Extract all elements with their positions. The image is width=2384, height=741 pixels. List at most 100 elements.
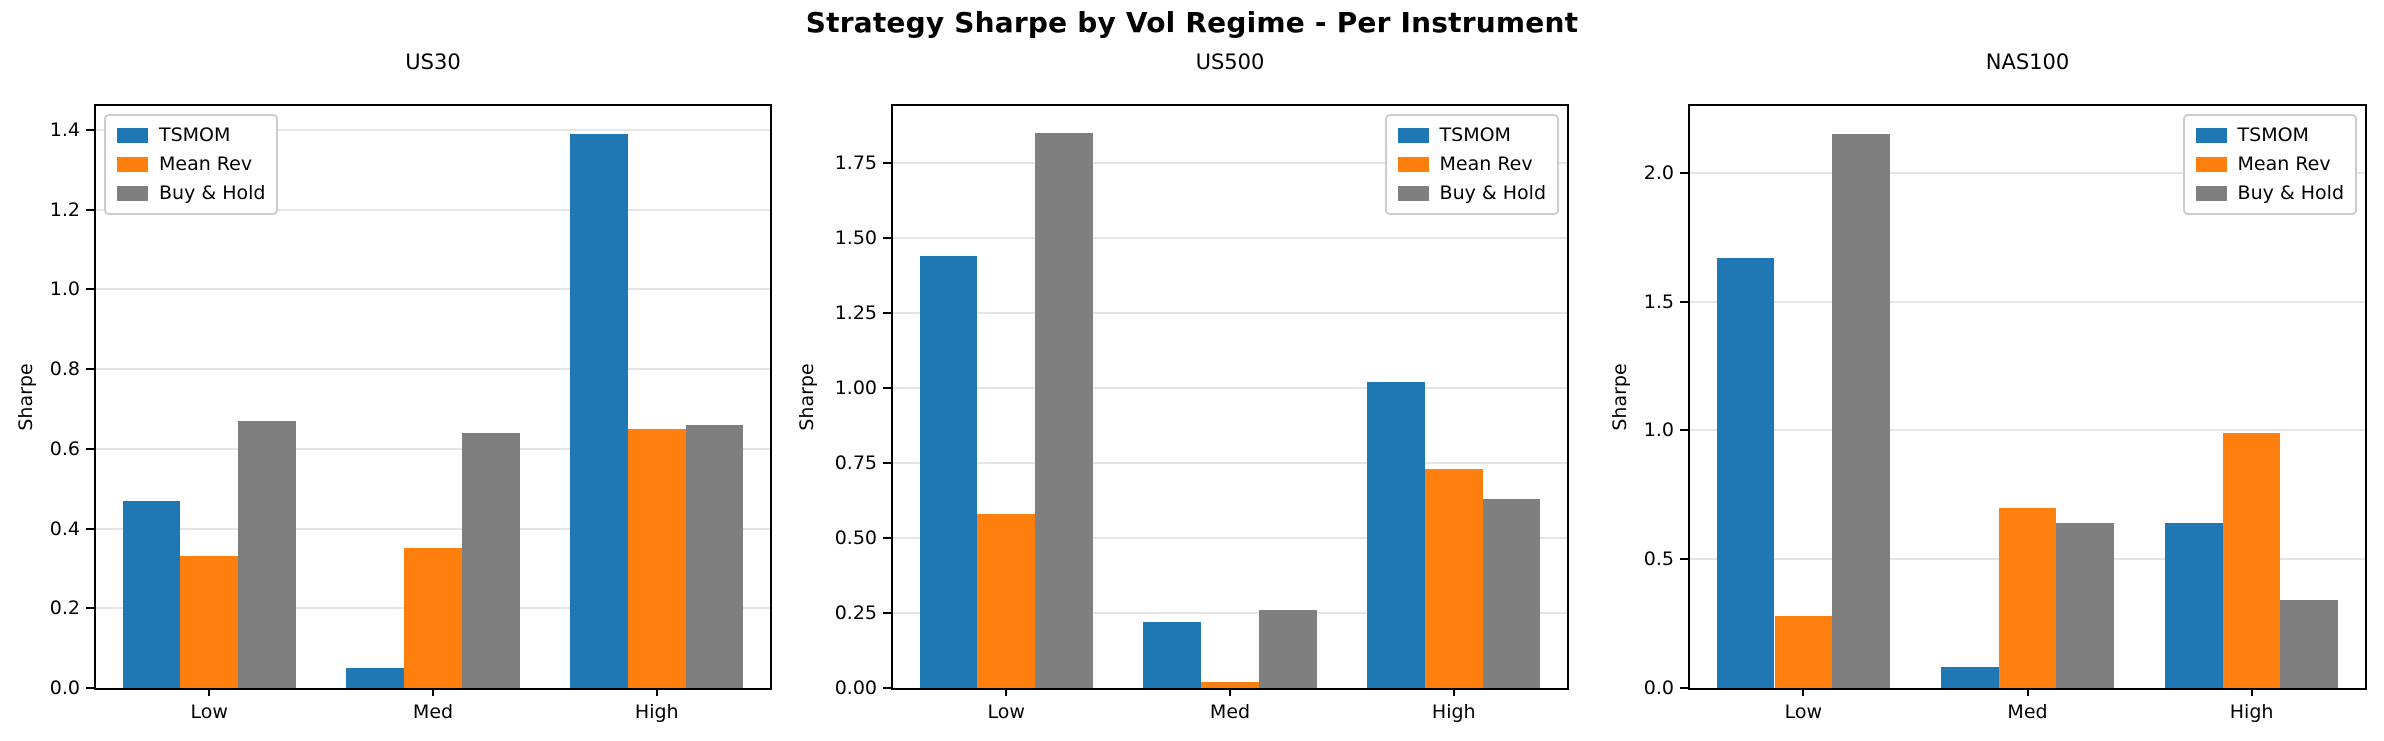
legend-item-buy-hold: Buy & Hold — [1397, 182, 1546, 205]
bar-nas100-med-buy-hold — [2056, 523, 2115, 688]
plot-area-nas100: TSMOM Mean Rev Buy & Hold — [1688, 104, 2367, 690]
bar-nas100-low-mean-rev — [1774, 615, 1833, 688]
y-tick-label: 0.2 — [49, 597, 80, 620]
x-tick-label: High — [634, 701, 679, 723]
legend-label: Buy & Hold — [2237, 182, 2344, 204]
bar-us500-low-mean-rev — [977, 514, 1036, 688]
gridline — [893, 537, 1567, 539]
legend-item-tsmom: TSMOM — [1397, 124, 1546, 147]
legend-swatch-mean-rev — [2195, 157, 2227, 172]
y-tick-mark — [883, 537, 891, 539]
legend-label: Mean Rev — [1439, 153, 1533, 175]
legend-label: TSMOM — [159, 124, 231, 146]
x-tick-mark — [1802, 688, 1805, 696]
x-tick-label: Low — [1784, 701, 1823, 723]
bar-nas100-med-mean-rev — [1998, 507, 2057, 688]
legend-item-mean-rev: Mean Rev — [1397, 153, 1546, 176]
y-tick-label: 0.0 — [49, 677, 80, 699]
legend-swatch-tsmom — [2195, 128, 2227, 143]
bar-us500-high-tsmom — [1367, 382, 1425, 688]
legend: TSMOM Mean Rev Buy & Hold — [1384, 114, 1559, 215]
legend-label: Buy & Hold — [1439, 182, 1546, 204]
x-tick-label: Med — [412, 701, 454, 723]
plot-area-us500: TSMOM Mean Rev Buy & Hold — [891, 104, 1569, 690]
legend: TSMOM Mean Rev Buy & Hold — [2182, 114, 2357, 215]
y-tick-label: 1.0 — [49, 278, 80, 301]
x-tick-mark — [2250, 688, 2253, 696]
legend-label: Buy & Hold — [159, 182, 266, 204]
legend-swatch-buy-hold — [117, 186, 148, 201]
y-tick-label: 1.50 — [834, 227, 877, 249]
y-tick-label: 0.75 — [834, 452, 877, 474]
bar-us30-med-mean-rev — [404, 548, 462, 688]
x-tick-mark — [208, 688, 211, 696]
bar-us500-low-tsmom — [919, 256, 978, 688]
bar-us500-med-buy-hold — [1258, 610, 1317, 688]
bar-us500-med-tsmom — [1143, 622, 1202, 688]
gridline — [96, 447, 770, 450]
y-tick-label: 0.6 — [49, 437, 80, 460]
bar-us500-high-buy-hold — [1482, 499, 1541, 688]
y-tick-mark — [1680, 687, 1688, 689]
legend-item-tsmom: TSMOM — [117, 124, 265, 147]
y-tick-label: 2.0 — [1643, 161, 1674, 184]
y-tick-label: 0.25 — [834, 602, 877, 624]
y-tick-mark — [86, 447, 94, 450]
gridline — [1690, 429, 2365, 432]
bar-nas100-high-mean-rev — [2222, 433, 2281, 688]
bar-us500-high-mean-rev — [1424, 469, 1483, 688]
x-tick-label: Low — [987, 701, 1025, 723]
legend-item-tsmom: TSMOM — [2195, 124, 2344, 147]
y-tick-label: 1.0 — [1643, 419, 1674, 442]
legend: TSMOM Mean Rev Buy & Hold — [104, 114, 279, 215]
bar-us500-low-buy-hold — [1035, 133, 1093, 688]
legend-item-mean-rev: Mean Rev — [2195, 153, 2344, 176]
bar-us30-med-buy-hold — [461, 432, 520, 688]
gridline — [96, 208, 770, 211]
x-tick-label: Low — [190, 701, 228, 723]
y-tick-label: 0.8 — [49, 358, 80, 381]
x-tick-mark — [1452, 688, 1455, 696]
y-tick-mark — [86, 288, 94, 291]
bar-us30-low-mean-rev — [180, 556, 239, 688]
panel-title-nas100: NAS100 — [1985, 50, 2070, 74]
x-tick-mark — [432, 688, 434, 696]
y-tick-label: 1.75 — [834, 152, 877, 174]
bar-us30-high-tsmom — [570, 133, 628, 688]
bar-nas100-low-buy-hold — [1832, 134, 1891, 688]
y-tick-mark — [883, 237, 891, 239]
gridline — [893, 237, 1567, 239]
bar-nas100-low-tsmom — [1716, 257, 1775, 688]
legend-swatch-mean-rev — [117, 157, 148, 172]
gridline — [1690, 300, 2365, 303]
legend-label: Mean Rev — [2237, 153, 2331, 175]
y-tick-label: 1.5 — [1643, 290, 1674, 313]
bar-us30-high-buy-hold — [685, 424, 744, 688]
legend-label: TSMOM — [2237, 124, 2309, 146]
bar-nas100-high-buy-hold — [2280, 600, 2339, 688]
y-tick-label: 1.4 — [49, 118, 80, 141]
gridline — [96, 128, 770, 131]
gridline — [893, 312, 1567, 314]
y-tick-label: 1.25 — [834, 302, 877, 324]
x-tick-mark — [1005, 688, 1008, 696]
panel-title-us30: US30 — [405, 50, 461, 74]
y-tick-label: 0.4 — [49, 517, 80, 540]
y-tick-mark — [883, 162, 891, 164]
figure-title: Strategy Sharpe by Vol Regime - Per Inst… — [805, 6, 1579, 39]
gridline — [893, 462, 1567, 464]
plot-area-us30: TSMOM Mean Rev Buy & Hold — [94, 104, 772, 690]
bar-us500-med-mean-rev — [1201, 682, 1259, 688]
bar-nas100-med-tsmom — [1940, 667, 1999, 688]
y-tick-mark — [86, 128, 94, 131]
y-tick-mark — [86, 687, 94, 689]
y-tick-mark — [1680, 300, 1688, 303]
y-tick-mark — [883, 687, 891, 689]
legend-swatch-buy-hold — [1397, 186, 1429, 201]
y-tick-label: 0.0 — [1643, 677, 1674, 699]
x-tick-label: Med — [1209, 701, 1251, 723]
legend-item-mean-rev: Mean Rev — [117, 153, 265, 176]
x-tick-mark — [1229, 688, 1231, 696]
y-tick-mark — [86, 368, 94, 371]
